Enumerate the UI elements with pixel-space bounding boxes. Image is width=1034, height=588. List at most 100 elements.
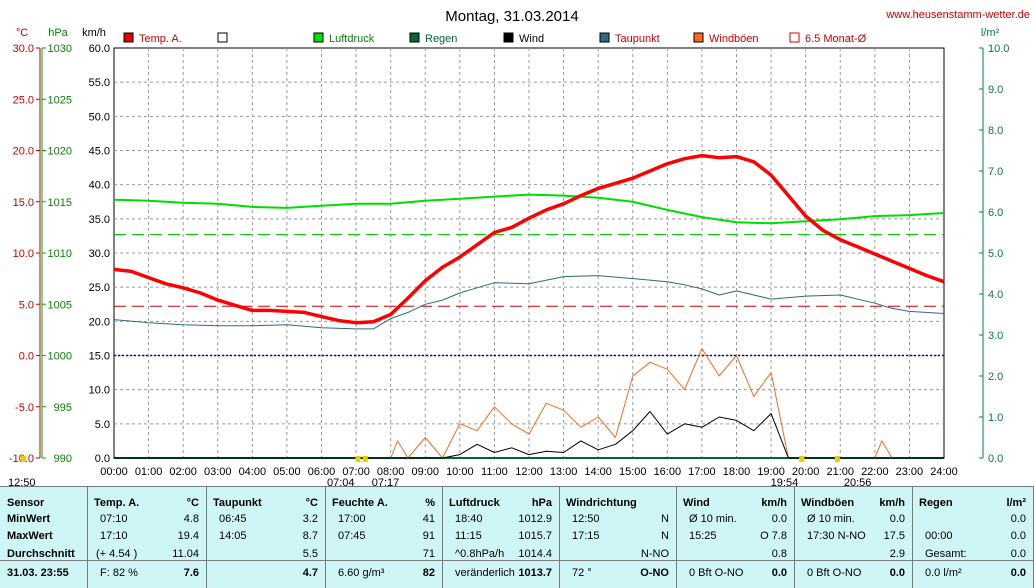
- cell-value: N: [661, 530, 669, 542]
- legend-swatch: [789, 32, 800, 43]
- statistics-table: Sensor MinWert MaxWert Durchschnitt 31.03. 2…: [0, 486, 1034, 588]
- x-tick-label: 00:00: [100, 466, 128, 478]
- table-column: [88, 487, 207, 588]
- temp-tick-label: -5.0: [15, 402, 34, 414]
- cell-time: 17:00: [338, 513, 366, 525]
- column-header: Windrichtung: [566, 497, 637, 509]
- legend-label: Luftdruck: [329, 33, 375, 45]
- cell-value: 0.0: [1010, 567, 1026, 579]
- cell-time: 00:00: [925, 530, 953, 542]
- sun-marker-label: 20:56: [844, 477, 872, 486]
- row-label: MinWert: [7, 513, 51, 525]
- sun-marker-label: 07:17: [372, 477, 400, 486]
- column-unit: km/h: [879, 497, 905, 509]
- cell-value: 7.6: [183, 567, 199, 579]
- cell-time: Ø 10 min.: [689, 513, 737, 525]
- chart-series: [113, 153, 945, 459]
- wind-tick-label: 20.0: [89, 316, 110, 328]
- table-column: [0, 487, 88, 588]
- legend-label: 6.5 Monat-Ø: [805, 33, 867, 45]
- legend-swatch: [409, 32, 420, 43]
- cell-value: 19.4: [177, 530, 199, 542]
- temp-tick-label: 10.0: [13, 248, 34, 260]
- cell-time: 07:10: [100, 513, 128, 525]
- wind-tick-label: 50.0: [89, 111, 110, 123]
- x-tick-label: 17:00: [688, 466, 716, 478]
- wind-tick-label: 35.0: [89, 214, 110, 226]
- cell-time: ^0.8hPa/h: [455, 548, 505, 560]
- cell-value: 82: [422, 567, 435, 579]
- cell-value: 1014.4: [518, 548, 552, 560]
- x-tick-label: 14:00: [584, 466, 612, 478]
- x-tick-label: 06:00: [308, 466, 336, 478]
- chart-axes: 60.0 55.0 50.0 45.0 40.0 35.0 30.0 25.0 20.0 15.0…: [9, 43, 1010, 478]
- pressure-tick-label: 1010: [48, 248, 72, 260]
- chart-legend: Temp. A. Luftdruck Regen Wind Taupunkt Windbö…: [123, 32, 867, 45]
- x-tick-label: 13:00: [550, 466, 578, 478]
- column-header: Regen: [919, 497, 953, 509]
- legend-swatch: [123, 32, 134, 43]
- cell-value: 0.0: [1010, 513, 1026, 525]
- wind-tick-label: 25.0: [89, 282, 110, 294]
- wind-tick-label: 45.0: [89, 146, 110, 158]
- site-url[interactable]: www.heusenstamm-wetter.de: [885, 9, 1030, 21]
- sun-marker-label: 19:54: [771, 477, 799, 486]
- wind-tick-label: 0.0: [95, 453, 110, 465]
- cell-time: 14:05: [219, 530, 247, 542]
- legend-label: Temp. A.: [139, 33, 182, 45]
- temp-tick-label: 20.0: [13, 146, 34, 158]
- table-column: [560, 487, 677, 588]
- legend-swatch: [313, 32, 324, 43]
- legend-label: Regen: [425, 33, 457, 45]
- table-column: [795, 487, 913, 588]
- column-unit: °C: [186, 497, 199, 509]
- wind-tick-label: 5.0: [95, 419, 110, 431]
- column-header: Luftdruck: [449, 497, 500, 509]
- temp-axis-unit: °C: [16, 27, 28, 39]
- cell-time: 07:45: [338, 530, 366, 542]
- legend-swatch: [503, 32, 514, 43]
- x-tick-label: 09:00: [411, 466, 439, 478]
- temp-tick-label: 25.0: [13, 94, 34, 106]
- rain-tick-label: 2.0: [988, 371, 1003, 383]
- rain-tick-label: 0.0: [988, 453, 1003, 465]
- x-tick-label: 24:00: [930, 466, 958, 478]
- cell-time: 17:10: [100, 530, 128, 542]
- legend-swatch: [599, 32, 610, 43]
- cell-time: 11:15: [455, 530, 482, 542]
- cell-time: 6.60 g/m³: [338, 567, 385, 579]
- rain-axis-unit: l/m²: [981, 27, 1000, 39]
- rain-tick-label: 6.0: [988, 207, 1003, 219]
- cell-value: 4.8: [183, 513, 199, 525]
- cell-value: N: [661, 513, 669, 525]
- row-label: 31.03. 23:55: [7, 567, 69, 579]
- row-label: Sensor: [7, 497, 45, 509]
- pressure-tick-label: 990: [54, 453, 72, 465]
- cell-time: 18:40: [455, 513, 483, 525]
- column-unit: °C: [305, 497, 318, 509]
- temp-tick-label: 5.0: [19, 299, 34, 311]
- cell-value: 8.7: [302, 530, 318, 542]
- cell-time: 0.0 l/m²: [925, 567, 962, 579]
- cell-time: 72 °: [572, 567, 592, 579]
- pressure-tick-label: 1025: [48, 94, 72, 106]
- weather-chart: 60.0 55.0 50.0 45.0 40.0 35.0 30.0 25.0 20.0 15.0…: [8, 8, 1030, 486]
- pressure-tick-label: 995: [54, 402, 72, 414]
- x-tick-label: 05:00: [273, 466, 301, 478]
- wind-tick-label: 10.0: [89, 385, 110, 397]
- sun-markers: 12:50 07:04 07:17 19:54 20:56: [8, 456, 871, 486]
- column-unit: km/h: [761, 497, 787, 509]
- cell-value: 1012.9: [518, 513, 552, 525]
- legend-swatch: [693, 32, 704, 43]
- sun-marker: [355, 456, 361, 462]
- cell-time: Ø 10 min.: [807, 513, 855, 525]
- cell-time: 12:50: [572, 513, 600, 525]
- pressure-axis-unit: hPa: [48, 27, 68, 39]
- cell-time: veränderlich: [455, 567, 515, 579]
- cell-value: 71: [422, 548, 435, 560]
- table-current-row-divider: [0, 560, 1034, 561]
- cell-value: 0.8: [771, 548, 787, 560]
- temp-tick-label: 30.0: [13, 43, 34, 55]
- pressure-tick-label: 1005: [48, 299, 72, 311]
- cell-time: F: 82 %: [100, 567, 138, 579]
